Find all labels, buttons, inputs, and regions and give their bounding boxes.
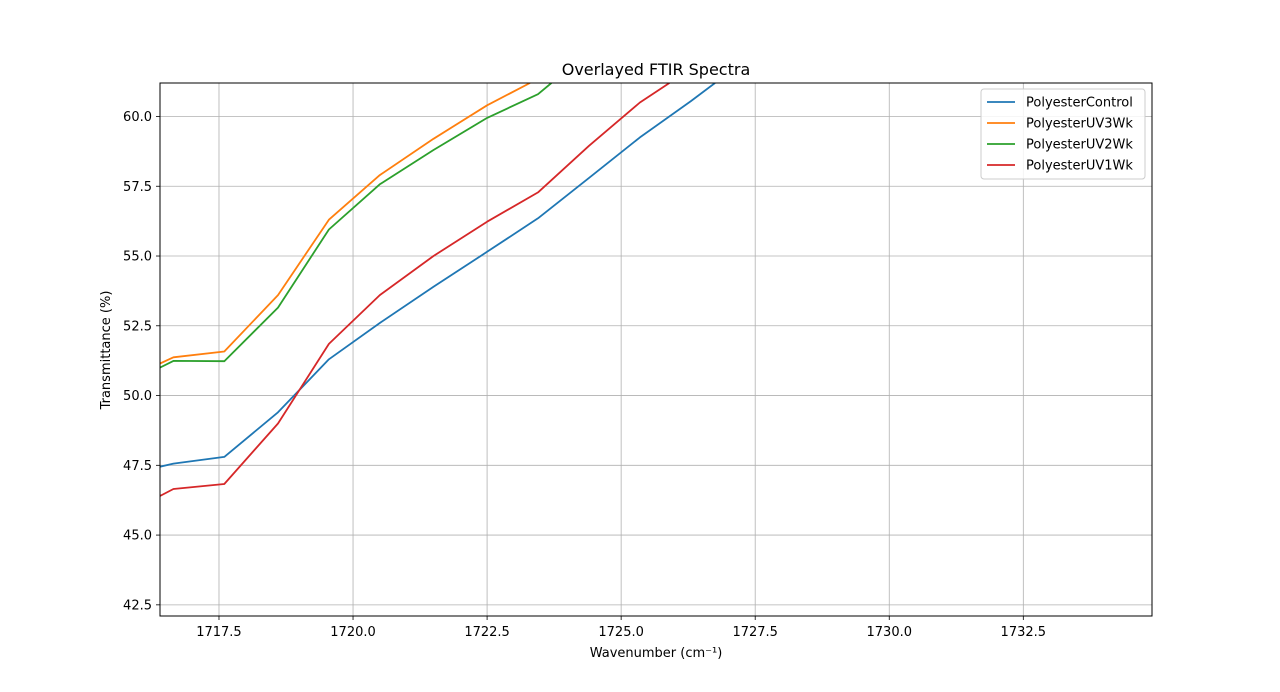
series-line-polyesteruv1wk (160, 83, 670, 497)
y-axis-label: Transmittance (%) (99, 291, 114, 411)
y-tick-label: 57.5 (123, 180, 152, 195)
y-tick-label: 45.0 (123, 529, 152, 544)
y-tick-label: 60.0 (123, 110, 152, 125)
y-tick-label: 47.5 (123, 459, 152, 474)
chart-title: Overlayed FTIR Spectra (562, 60, 751, 79)
y-tick-label: 42.5 (123, 598, 152, 613)
x-axis-label: Wavenumber (cm⁻¹) (590, 646, 723, 661)
legend-label-polyesteruv3wk: PolyesterUV3Wk (1026, 117, 1133, 132)
legend-label-polyesteruv2wk: PolyesterUV2Wk (1026, 138, 1133, 153)
x-tick-label: 1725.0 (598, 625, 644, 640)
x-tick-label: 1732.5 (1001, 625, 1047, 640)
legend-box (980, 88, 1146, 180)
x-tick-label: 1727.5 (732, 625, 778, 640)
y-tick-label: 50.0 (123, 389, 152, 404)
series-line-polyesteruv3wk (160, 83, 531, 365)
grid (160, 83, 1152, 616)
y-tick-label: 55.0 (123, 250, 152, 265)
plot-frame (159, 82, 1153, 617)
y-axis-ticks: 42.5 45.0 47.5 50.0 52.5 55.0 57.5 60.0 (123, 110, 160, 613)
legend-label-polyestercontrol: PolyesterControl (1026, 96, 1133, 111)
series-line-polyesteruv2wk (160, 83, 552, 369)
series-line-polyestercontrol (160, 83, 716, 468)
x-tick-label: 1730.0 (867, 625, 913, 640)
legend-label-polyesteruv1wk: PolyesterUV1Wk (1026, 159, 1133, 174)
legend: PolyesterControl PolyesterUV3Wk PolyesterU… (980, 88, 1146, 180)
x-tick-label: 1722.5 (464, 625, 510, 640)
y-tick-label: 52.5 (123, 319, 152, 334)
x-axis-ticks: 1717.5 1720.0 1722.5 1725.0 1727.5 1730.0 1732… (196, 616, 1046, 640)
x-tick-label: 1720.0 (330, 625, 376, 640)
plot-series (160, 83, 716, 497)
x-tick-label: 1717.5 (196, 625, 242, 640)
